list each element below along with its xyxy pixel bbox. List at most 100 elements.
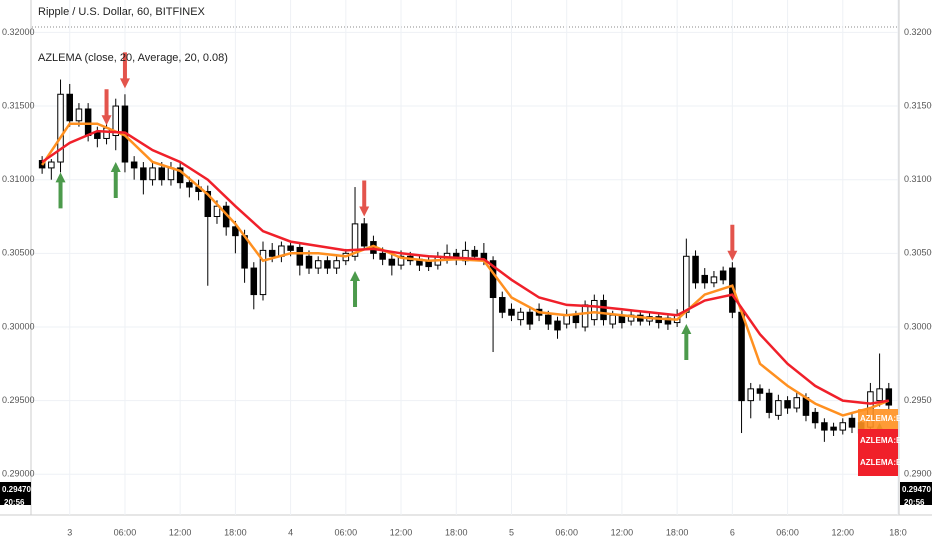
- candle-body: [176, 167, 184, 184]
- candle-body: [710, 276, 718, 284]
- x-tick-label: 18:0: [889, 527, 907, 537]
- candle-body: [526, 311, 534, 325]
- y-tick-label: 0.29500: [2, 395, 35, 405]
- x-tick-label: 12:00: [390, 527, 413, 537]
- y-tick-label: 0.30000: [904, 321, 932, 331]
- candle-body: [130, 161, 138, 169]
- x-tick-label: 4: [288, 527, 293, 537]
- time-tag-label: 20:56: [904, 498, 925, 507]
- candle-body: [572, 314, 580, 324]
- candle-body: [581, 304, 589, 328]
- candle-body: [333, 260, 340, 269]
- candle-body: [747, 388, 755, 402]
- candle-body: [885, 388, 893, 406]
- candle-body: [738, 311, 745, 402]
- candle-body: [765, 392, 773, 413]
- price-tag-label: 0.29470: [2, 485, 31, 494]
- legend-label: AZLEMA:EC: [860, 414, 907, 423]
- y-tick-label: 0.29000: [2, 469, 35, 479]
- y-tick-label: 0.31000: [2, 174, 35, 184]
- candle-body: [692, 255, 699, 284]
- candle-body: [600, 299, 607, 321]
- candle-body: [268, 249, 276, 257]
- candle-body: [775, 400, 782, 416]
- x-tick-label: 06:00: [776, 527, 799, 537]
- price-tag: [0, 482, 31, 498]
- candle-body: [213, 205, 221, 218]
- candle-body: [324, 260, 331, 269]
- time-tag: [0, 498, 31, 505]
- time-tag: [900, 498, 932, 505]
- x-tick-label: 3: [67, 527, 72, 537]
- x-tick-label: 12:00: [611, 527, 634, 537]
- y-tick-label: 0.32000: [904, 27, 932, 37]
- candle-body: [186, 182, 193, 188]
- candle-body: [314, 260, 322, 269]
- candle-body: [158, 167, 166, 181]
- candle-body: [112, 105, 120, 137]
- candle-body: [351, 223, 359, 257]
- candle-body: [830, 426, 837, 431]
- legend-box: [858, 409, 898, 429]
- y-tick-label: 0.31500: [904, 100, 932, 110]
- x-tick-label: 06:00: [335, 527, 358, 537]
- x-tick-label: 18:00: [224, 527, 247, 537]
- candle-body: [57, 93, 64, 163]
- candle-body: [379, 252, 386, 260]
- price-tag: [900, 482, 932, 498]
- candle-body: [876, 388, 883, 402]
- x-tick-label: 12:00: [832, 527, 855, 537]
- x-tick-label: 6: [730, 527, 735, 537]
- candle-body: [204, 190, 212, 218]
- candle-body: [149, 167, 156, 181]
- x-tick-label: 18:00: [445, 527, 468, 537]
- candle-body: [287, 245, 294, 251]
- candle-body: [250, 267, 258, 296]
- candle-body: [683, 255, 690, 313]
- x-tick-label: 12:00: [169, 527, 192, 537]
- candle-body: [259, 249, 267, 296]
- sell-arrow: [727, 224, 738, 261]
- buy-arrow: [55, 172, 66, 209]
- indicator-line: [41, 129, 890, 405]
- candle-body: [360, 223, 368, 247]
- candle-body: [609, 314, 616, 325]
- chart-title: Ripple / U.S. Dollar, 60, BITFINEX: [38, 6, 206, 18]
- candle-body: [701, 274, 708, 284]
- candle-body: [499, 297, 506, 313]
- legend-label: AZLEMA:EMA: [860, 436, 914, 445]
- candle-body: [591, 299, 598, 321]
- candle-body: [839, 422, 847, 431]
- y-tick-label: 0.29500: [904, 395, 932, 405]
- buy-arrow: [350, 271, 361, 308]
- candle-body: [471, 249, 478, 257]
- y-tick-label: 0.31500: [2, 100, 35, 110]
- candle-body: [489, 260, 497, 299]
- candle-body: [48, 161, 55, 169]
- y-tick-label: 0.30500: [2, 248, 35, 258]
- candle-body: [388, 258, 396, 266]
- y-tick-label: 0.31000: [904, 174, 932, 184]
- candle-body: [719, 270, 727, 281]
- y-tick-label: 0.30500: [904, 248, 932, 258]
- candle-body: [554, 320, 561, 331]
- candle-body: [821, 422, 828, 431]
- sell-arrow: [119, 52, 130, 89]
- price-tag-label: 0.29470: [902, 485, 931, 494]
- time-tag-label: 20:56: [4, 498, 25, 507]
- y-tick-label: 0.32000: [2, 27, 35, 37]
- legend-label: AZLEMA:EMA: [860, 458, 914, 467]
- candle-body: [84, 108, 92, 137]
- candle-body: [848, 417, 856, 428]
- legend-box: [858, 429, 898, 476]
- y-tick-label: 0.30000: [2, 321, 35, 331]
- candle-body: [397, 255, 405, 266]
- x-tick-label: 06:00: [555, 527, 578, 537]
- x-tick-label: 06:00: [114, 527, 137, 537]
- candle-body: [232, 226, 239, 237]
- x-tick-label: 5: [509, 527, 514, 537]
- sell-arrow: [359, 180, 370, 217]
- candle-body: [545, 314, 552, 325]
